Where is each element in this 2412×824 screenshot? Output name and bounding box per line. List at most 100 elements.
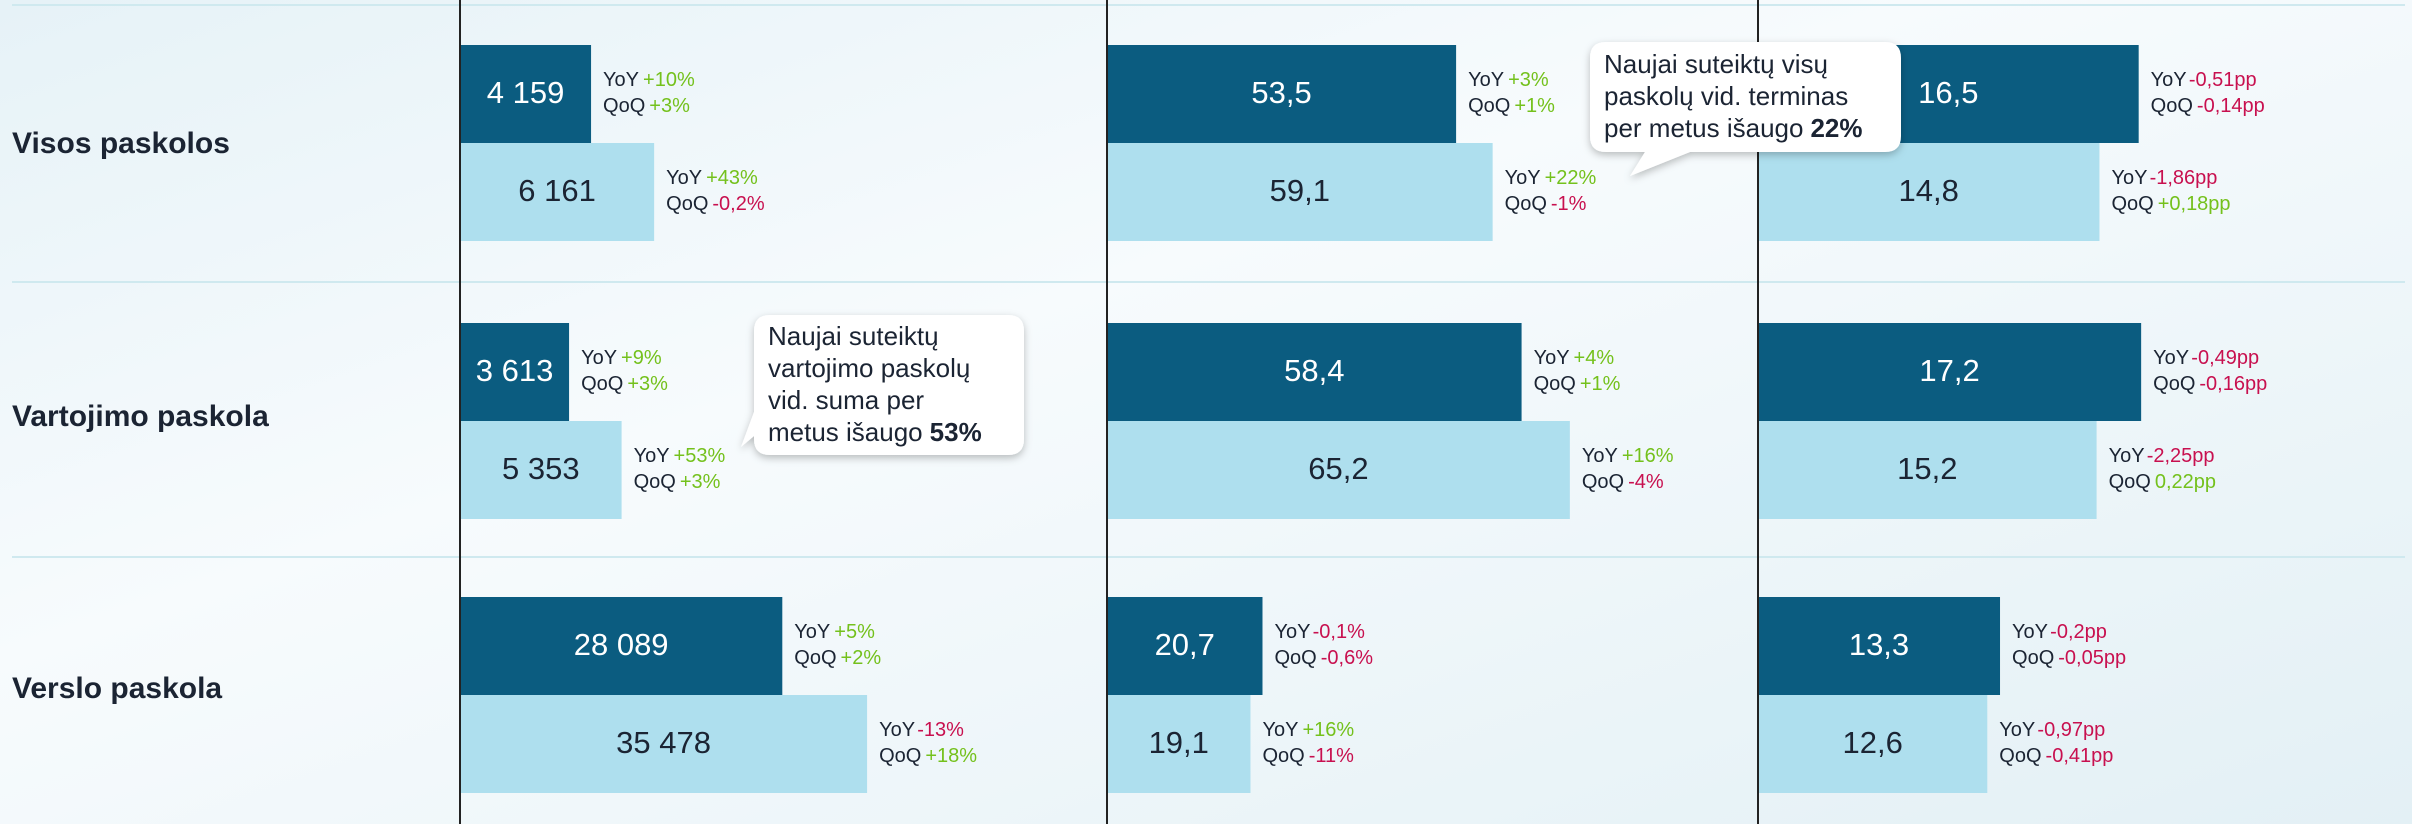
change-prefix: QoQ bbox=[1505, 193, 1547, 215]
change-label: QoQ -0,05pp bbox=[2012, 647, 2126, 669]
change-value: +9% bbox=[621, 347, 662, 369]
change-value: +1% bbox=[1580, 373, 1621, 395]
bar bbox=[460, 143, 655, 241]
bar bbox=[1107, 323, 1522, 421]
change-prefix: QoQ bbox=[634, 471, 676, 493]
change-label: QoQ -0,41pp bbox=[1999, 745, 2113, 767]
change-prefix: YoY bbox=[581, 347, 617, 369]
value-label: 16,5 bbox=[1918, 75, 1978, 110]
change-label: YoY -0,1% bbox=[1274, 621, 1365, 643]
change-prefix: QoQ bbox=[1534, 373, 1576, 395]
change-value: -0,51pp bbox=[2189, 69, 2257, 91]
change-label: QoQ +3% bbox=[581, 373, 668, 395]
change-value: +1% bbox=[1514, 95, 1555, 117]
change-prefix: QoQ bbox=[2111, 193, 2153, 215]
change-prefix: QoQ bbox=[581, 373, 623, 395]
change-value: -4% bbox=[1628, 471, 1664, 493]
change-label: QoQ -11% bbox=[1262, 745, 1354, 767]
change-prefix: YoY bbox=[2153, 347, 2189, 369]
change-label: YoY +22% bbox=[1505, 167, 1597, 189]
callout-highlight: 53% bbox=[930, 417, 982, 447]
value-label: 59,1 bbox=[1270, 173, 1330, 208]
change-label: YoY +53% bbox=[634, 445, 726, 467]
value-label: 58,4 bbox=[1284, 353, 1344, 388]
change-value: 0,22pp bbox=[2155, 471, 2216, 493]
change-value: +43% bbox=[706, 167, 758, 189]
change-prefix: YoY bbox=[634, 445, 670, 467]
change-value: -0,2pp bbox=[2050, 621, 2107, 643]
change-prefix: YoY bbox=[1262, 719, 1298, 741]
change-label: QoQ +3% bbox=[603, 95, 690, 117]
change-label: QoQ -0,16pp bbox=[2153, 373, 2267, 395]
change-label: YoY -1,86pp bbox=[2111, 167, 2217, 189]
change-prefix: QoQ bbox=[1274, 647, 1316, 669]
value-label: 17,2 bbox=[1919, 353, 1979, 388]
callout bbox=[1590, 42, 1901, 176]
change-prefix: QoQ bbox=[2153, 373, 2195, 395]
change-prefix: QoQ bbox=[2151, 95, 2193, 117]
row-label: Visos paskolos bbox=[12, 127, 230, 160]
change-prefix: QoQ bbox=[1262, 745, 1304, 767]
change-prefix: YoY bbox=[1582, 445, 1618, 467]
change-value: -0,97pp bbox=[2037, 719, 2105, 741]
change-label: QoQ +0,18pp bbox=[2111, 193, 2230, 215]
change-value: +4% bbox=[1574, 347, 1615, 369]
change-value: -1,86pp bbox=[2150, 167, 2218, 189]
change-prefix: YoY bbox=[1534, 347, 1570, 369]
change-label: QoQ 0,22pp bbox=[2109, 471, 2216, 493]
bar bbox=[1758, 143, 2100, 241]
bar bbox=[1107, 597, 1263, 695]
change-label: QoQ +1% bbox=[1468, 95, 1555, 117]
change-label: QoQ -0,14pp bbox=[2151, 95, 2265, 117]
change-label: YoY +10% bbox=[603, 69, 695, 91]
callout-text: per metus išaugo bbox=[1604, 113, 1803, 143]
value-label: 20,7 bbox=[1155, 627, 1215, 662]
bar bbox=[1758, 323, 2142, 421]
bar bbox=[1107, 695, 1251, 793]
change-prefix: QoQ bbox=[1468, 95, 1510, 117]
change-value: +2% bbox=[841, 647, 882, 669]
row-label: Vartojimo paskola bbox=[12, 400, 269, 433]
separators bbox=[12, 4, 2405, 558]
bar bbox=[460, 323, 570, 421]
change-label: QoQ +18% bbox=[879, 745, 977, 767]
change-label: YoY +9% bbox=[581, 347, 662, 369]
change-label: YoY +16% bbox=[1582, 445, 1674, 467]
change-value: +16% bbox=[1302, 719, 1354, 741]
change-prefix: YoY bbox=[1999, 719, 2035, 741]
change-label: YoY -2,25pp bbox=[2109, 445, 2215, 467]
bar bbox=[1758, 597, 2001, 695]
change-value: +16% bbox=[1622, 445, 1674, 467]
change-label: QoQ -1% bbox=[1505, 193, 1587, 215]
change-value: -1% bbox=[1551, 193, 1587, 215]
value-label: 28 089 bbox=[574, 627, 669, 662]
value-label: 15,2 bbox=[1897, 451, 1957, 486]
change-value: -11% bbox=[1309, 745, 1354, 767]
change-prefix: QoQ bbox=[603, 95, 645, 117]
bar bbox=[1107, 45, 1457, 143]
change-value: -0,05pp bbox=[2058, 647, 2126, 669]
plot: Visos paskolos Vartojimo paskola Verslo pa… bbox=[12, 0, 2267, 824]
callout-text: metus išaugo bbox=[768, 417, 923, 447]
value-label: 65,2 bbox=[1308, 451, 1368, 486]
change-label: QoQ -0,2% bbox=[666, 193, 765, 215]
bar bbox=[460, 45, 592, 143]
change-label: QoQ -4% bbox=[1582, 471, 1664, 493]
callout-text: Naujai suteiktų bbox=[768, 321, 939, 351]
change-label: QoQ -0,6% bbox=[1274, 647, 1373, 669]
change-label: YoY +16% bbox=[1262, 719, 1354, 741]
callout-text: vartojimo paskolų bbox=[768, 353, 970, 383]
change-prefix: YoY bbox=[794, 621, 830, 643]
change-label: QoQ +1% bbox=[1534, 373, 1621, 395]
change-value: +53% bbox=[674, 445, 726, 467]
change-prefix: YoY bbox=[2151, 69, 2187, 91]
change-value: -0,49pp bbox=[2191, 347, 2259, 369]
value-label: 35 478 bbox=[616, 725, 711, 760]
change-label: YoY -0,49pp bbox=[2153, 347, 2259, 369]
bar bbox=[460, 421, 622, 519]
value-label: 6 161 bbox=[518, 173, 596, 208]
callout bbox=[741, 315, 1024, 455]
change-value: -0,14pp bbox=[2197, 95, 2265, 117]
